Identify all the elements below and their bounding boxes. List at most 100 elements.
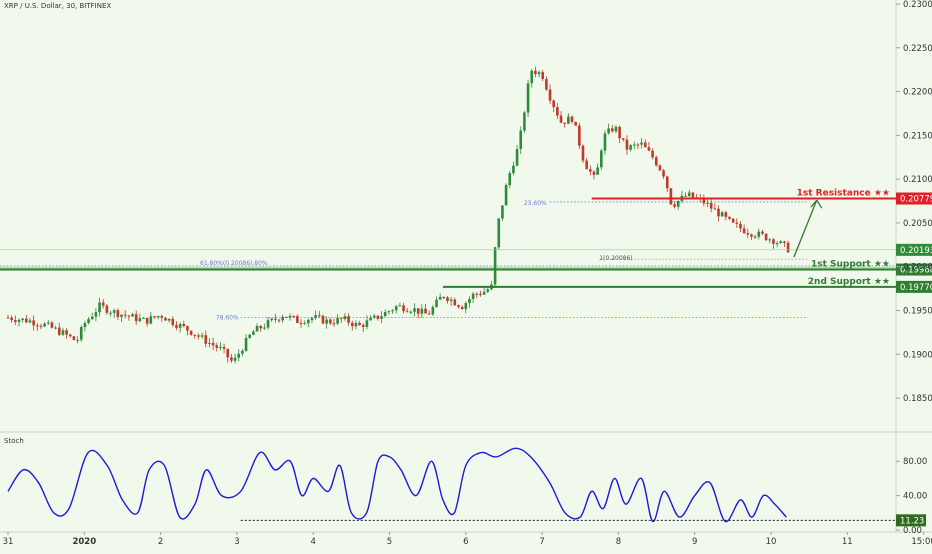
candle-body [383,312,387,317]
candle-body [746,233,750,235]
stoch-title: Stoch [4,437,24,445]
fib-label: 23.60% [524,200,547,207]
candle-body [193,334,197,336]
current-price-label: 0.20193 [900,246,932,256]
candle-body [589,169,592,172]
candle-body [189,330,193,335]
candle-body [654,157,658,166]
support-zone-fill [0,266,896,270]
candle-body [98,302,101,313]
candle-body [380,316,383,319]
candle-body [523,112,526,131]
support-zone [0,266,896,270]
fib-label: 78.60% [216,315,239,322]
candle-body [131,314,134,317]
candle-body [336,318,339,324]
time-tick-label: 31 [3,537,14,547]
candle-body [552,100,555,108]
candle-body [292,315,295,317]
candle-body [394,306,398,311]
candle-body [728,216,731,219]
candle-body [526,83,530,113]
candle-body [332,323,336,325]
candle-body [87,319,90,323]
level-label: 1st Support ★★ [811,260,890,270]
arrow-head [810,199,823,209]
time-tick-label: 5 [387,537,392,547]
candle-body [541,72,545,80]
candle-body [427,313,431,315]
candle-body [457,305,460,307]
time-tick-label: 2 [158,537,163,547]
candle-body [25,318,28,323]
level-price-label: 0.20779 [900,195,932,205]
candle-body [621,138,625,140]
candle-body [61,330,65,335]
candle-body [651,150,654,158]
candle-body [625,139,629,150]
candle-body [79,327,83,340]
level-price-tag [896,280,932,293]
candle-body [299,322,303,324]
stoch-value-tag [896,514,926,527]
candle-body [197,335,200,337]
level-price-tag [896,263,932,276]
stoch-tick-label: 80.00 [903,457,927,467]
candle-body [534,70,537,75]
candle-body [449,299,453,302]
time-tick-label: 3 [234,537,239,547]
candle-body [600,150,603,168]
candle-body [105,305,109,313]
candle-body [640,142,643,145]
time-tick-label: 4 [310,537,315,547]
candle-body [318,315,321,317]
candle-body [76,339,79,341]
candle-body [211,342,215,346]
candle-body [241,350,244,354]
candle-body [343,316,347,320]
candle-body [720,212,724,217]
candle-body [464,303,468,310]
candle-body [643,142,647,148]
level-label: 2nd Support ★★ [808,277,890,287]
candle-body [277,319,281,321]
candle-body [479,294,482,296]
time-axis[interactable]: 31 2020 2 3 4 5 6 7 8 9 10 11 15:00 [3,532,932,547]
candle-body [585,160,588,170]
candle-body [50,322,54,328]
candle-body [274,318,277,320]
candle-body [567,116,570,124]
projection-arrow [793,199,823,258]
candle-body [72,336,76,340]
candle-body [493,247,497,285]
candle-body [376,315,380,319]
candle-body [339,318,343,320]
candle-body [354,322,358,327]
candle-body [372,315,376,318]
candle-body [786,242,790,253]
time-tick-label: 10 [766,537,777,547]
candle-body [83,322,87,328]
candle-body [709,202,713,209]
candle-body [178,323,182,328]
candle-body [669,188,673,205]
candle-body [175,324,178,328]
candle-body [32,320,35,326]
candle-body [739,223,742,229]
stoch-value-label: 11.23 [900,516,924,526]
time-tick-label: 8 [616,537,621,547]
candle-body [255,325,259,332]
level-label: 1st Resistance ★★ [797,189,890,199]
candle-body [753,236,757,238]
candle-body [303,323,306,325]
candle-body [138,318,142,322]
candle-body [145,317,149,324]
